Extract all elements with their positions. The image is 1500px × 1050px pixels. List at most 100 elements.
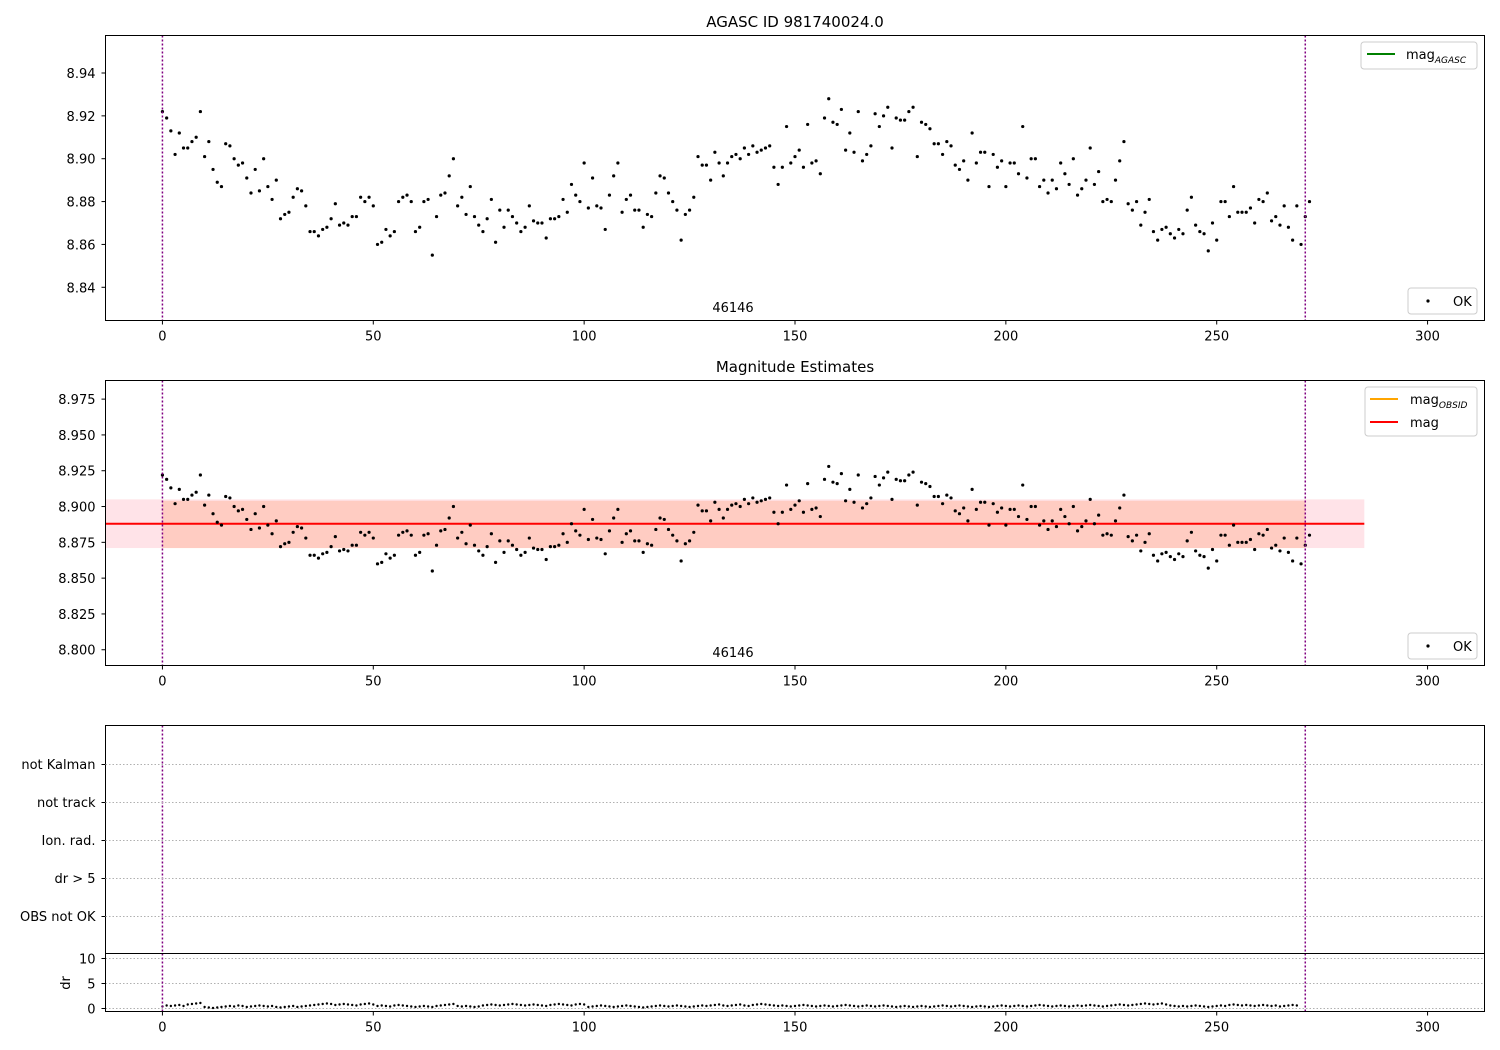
flag-label: dr > 5 [54, 872, 95, 887]
dr-point [1215, 1004, 1218, 1008]
data-point [683, 542, 687, 546]
dr-point [1219, 1004, 1223, 1007]
dr-point [464, 1004, 468, 1008]
data-point [945, 139, 949, 144]
data-point [165, 477, 169, 481]
data-point [1109, 199, 1113, 204]
data-point [717, 161, 721, 165]
data-point [654, 191, 658, 195]
data-point [1080, 524, 1084, 529]
data-point [903, 118, 907, 122]
dr-point [456, 1004, 459, 1008]
data-point [198, 109, 202, 114]
dr-point [346, 1003, 350, 1006]
data-point [325, 550, 329, 554]
data-point [1147, 532, 1151, 536]
data-point [860, 159, 865, 163]
data-point [380, 240, 384, 244]
data-point [1016, 514, 1021, 519]
dr-point [490, 1003, 493, 1006]
dr-point [439, 1004, 442, 1007]
data-point [565, 210, 569, 214]
data-point [911, 105, 915, 109]
data-point [523, 225, 527, 229]
data-point [1080, 187, 1084, 191]
data-point [776, 182, 780, 187]
dr-point [359, 1003, 362, 1006]
data-point [278, 217, 283, 221]
dr-point [410, 1005, 413, 1008]
data-point [548, 217, 553, 221]
dr-point [869, 1004, 873, 1008]
data-point [1282, 204, 1286, 208]
data-point [190, 493, 194, 497]
dr-point [738, 1003, 742, 1006]
data-point [1168, 232, 1172, 236]
dr-point [397, 1003, 400, 1007]
data-point [211, 167, 215, 172]
dr-point [1139, 1002, 1143, 1006]
data-point [856, 473, 860, 477]
dr-point [1282, 1004, 1286, 1008]
data-point [380, 560, 384, 564]
dr-point [747, 1004, 750, 1008]
data-point [995, 165, 1000, 169]
data-point [784, 483, 789, 487]
data-point [337, 549, 342, 553]
svg-text:magAGASC: magAGASC [1406, 48, 1467, 66]
data-point [489, 197, 493, 202]
dr-point [1126, 1004, 1130, 1007]
dr-point [992, 1005, 995, 1008]
dr-point [751, 1003, 755, 1007]
dr-point [873, 1005, 877, 1008]
dr-point [1084, 1004, 1088, 1007]
dr-point [882, 1004, 885, 1007]
dr-point [431, 1005, 434, 1009]
data-point [1021, 483, 1025, 487]
data-point [886, 105, 890, 109]
dr-point [857, 1005, 860, 1008]
data-point [1307, 533, 1312, 537]
data-point [763, 146, 768, 150]
data-point [987, 184, 991, 189]
dr-point [1173, 1004, 1176, 1008]
data-point [531, 219, 536, 223]
data-point [650, 214, 654, 219]
data-point [1113, 519, 1118, 523]
data-point [1033, 157, 1037, 161]
data-point [894, 477, 898, 481]
data-point [363, 533, 367, 537]
dr-point [266, 1005, 270, 1008]
data-point [721, 174, 725, 178]
data-point [1156, 238, 1160, 242]
dr-point [511, 1002, 514, 1006]
data-point [1185, 208, 1189, 212]
dr-point [334, 1003, 337, 1007]
dr-point [625, 1004, 628, 1007]
dr-point [1029, 1004, 1033, 1008]
data-point [1122, 139, 1126, 144]
data-point [485, 545, 489, 549]
dr-point [173, 1004, 177, 1007]
y-tick-label: 8.825 [58, 608, 95, 623]
dr-point [688, 1005, 691, 1009]
data-point [700, 163, 704, 167]
dr-point [966, 1005, 970, 1008]
data-point [865, 502, 869, 506]
dr-point [1038, 1003, 1041, 1007]
data-point [590, 517, 595, 522]
data-point [595, 204, 599, 208]
data-point [1189, 195, 1194, 199]
data-point [477, 549, 481, 553]
y-tick-label: 8.800 [58, 644, 95, 659]
data-point [658, 174, 662, 178]
data-point [1291, 559, 1295, 563]
dr-point [216, 1006, 219, 1009]
data-point [1105, 197, 1109, 202]
data-point [637, 539, 641, 543]
data-point [780, 165, 784, 169]
data-point [928, 484, 932, 489]
data-point [919, 120, 924, 124]
data-point [173, 502, 177, 506]
data-point [1257, 197, 1261, 202]
